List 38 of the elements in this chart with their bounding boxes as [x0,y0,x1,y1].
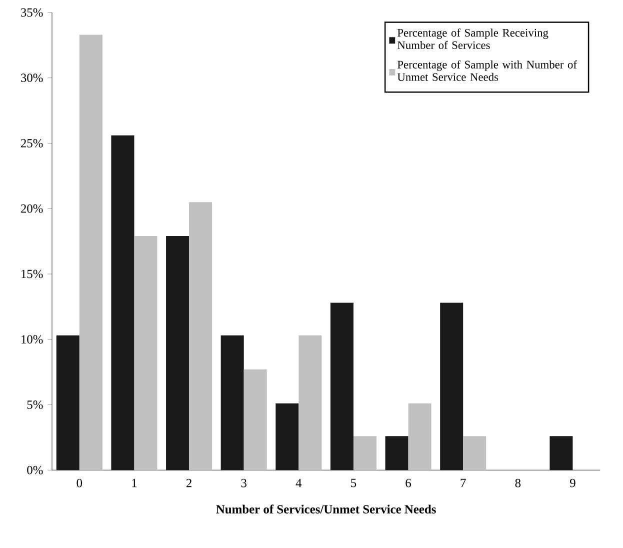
bar [385,436,408,470]
y-tick-label: 30% [21,74,43,82]
bar [330,302,354,470]
x-axis-title: Number of Services/Unmet Service Needs [216,504,436,514]
y-tick-label: 5% [27,400,43,409]
y-tick-label: 15% [22,270,43,278]
y-tick-label: 0% [27,466,43,474]
x-tick-label: 6 [406,478,412,488]
bar [463,436,486,470]
bar [550,436,573,470]
bar [111,135,134,470]
x-tick-label: 9 [570,478,576,488]
bar [134,236,158,470]
x-tick-label: 8 [515,478,521,488]
y-tick-label: 35% [21,8,43,17]
x-tick-label: 7 [460,478,466,487]
legend-label: Percentage of Sample with Number of Unmet Service Needs [397,60,577,81]
bar [244,369,267,470]
y-tick-label: 25% [20,138,43,148]
bar [189,202,212,470]
y-tick-label: 20% [20,204,43,213]
legend-label: Percentage of Sample Receiving Number of Services [398,28,548,49]
x-tick-label: 2 [186,478,192,488]
x-tick-label: 4 [296,478,302,488]
bar [56,335,80,470]
x-tick-label: 3 [241,478,246,488]
bar [408,403,432,470]
y-tick-label: 10% [22,335,43,344]
bar [220,335,244,470]
bar [298,335,322,470]
bar [276,403,299,470]
x-tick-label: 0 [76,478,82,488]
x-tick-label: 1 [132,478,137,488]
x-tick-label: 5 [351,478,356,488]
bar [79,34,102,470]
bar [440,302,464,470]
bar [353,436,376,470]
bar [166,236,190,470]
